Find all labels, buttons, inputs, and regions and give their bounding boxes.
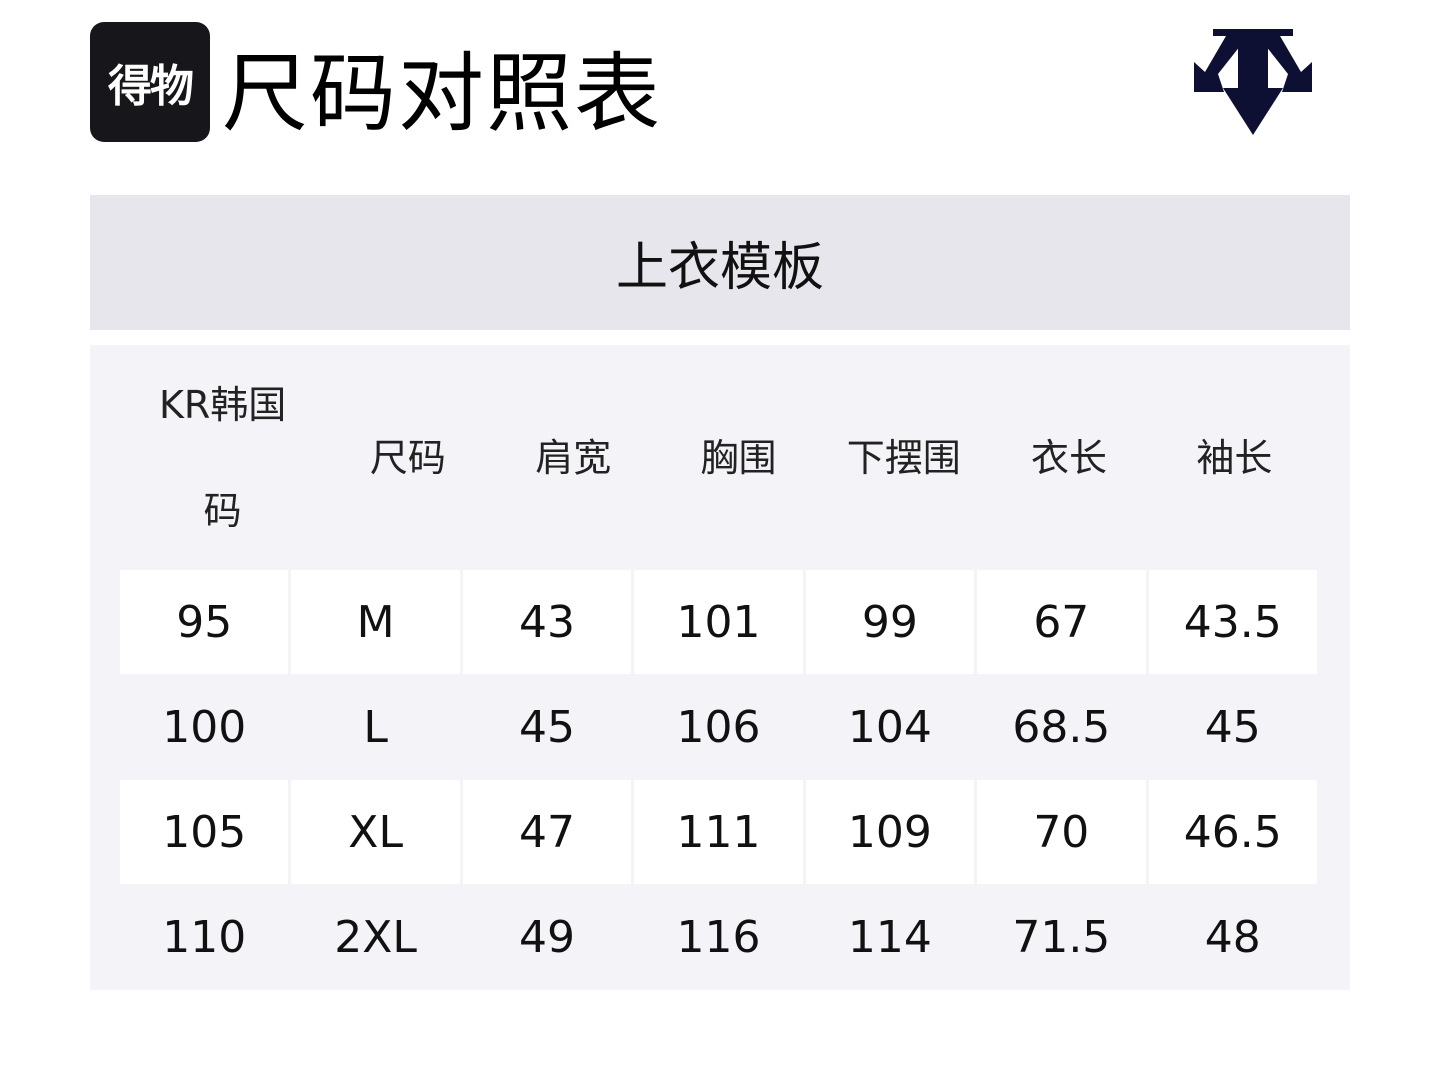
page-title: 尺码对照表 [222, 44, 662, 144]
table-cell: 111 [634, 780, 803, 884]
table-cell: 2XL [334, 911, 417, 963]
dewu-logo: 得物 [90, 22, 210, 142]
table-cell: 70 [977, 780, 1146, 884]
table-cell: 43.5 [1148, 570, 1317, 674]
table-cell: 45 [1204, 701, 1261, 753]
table-cell: 105 [120, 780, 289, 884]
size-table: KR韩国码 尺码 肩宽 胸围 下摆围 衣长 袖长 95 M 43 101 99 … [90, 345, 1350, 990]
table-row: 100 L 45 106 104 68.5 45 [120, 675, 1317, 779]
header-shoulder: 肩宽 [535, 435, 612, 480]
table-cell: 95 [120, 570, 289, 674]
header-sleeve: 袖长 [1196, 435, 1273, 480]
table-header: KR韩国码 尺码 肩宽 胸围 下摆围 衣长 袖长 [120, 345, 1317, 570]
table-cell: M [291, 570, 460, 674]
table-cell: 116 [676, 911, 761, 963]
section-title: 上衣模板 [90, 195, 1350, 330]
table-cell: 45 [519, 701, 576, 753]
table-cell: 49 [519, 911, 576, 963]
table-row: 95 M 43 101 99 67 43.5 [120, 570, 1317, 674]
table-row: 110 2XL 49 116 114 71.5 48 [120, 885, 1317, 989]
table-cell: 67 [977, 570, 1146, 674]
table-cell: 71.5 [1012, 911, 1111, 963]
table-cell: XL [291, 780, 460, 884]
table-cell: 68.5 [1012, 701, 1111, 753]
table-cell: 46.5 [1148, 780, 1317, 884]
table-cell: 114 [847, 911, 932, 963]
table-cell: L [363, 701, 388, 753]
header-chest: 胸围 [700, 435, 777, 480]
table-cell: 104 [847, 701, 932, 753]
header-length: 衣长 [1031, 435, 1108, 480]
table-cell: 100 [162, 701, 247, 753]
table-cell: 110 [162, 911, 247, 963]
table-cell: 43 [462, 570, 632, 674]
table-cell: 47 [462, 780, 632, 884]
table-cell: 101 [634, 570, 803, 674]
header-kr-size: KR韩国码 [158, 382, 287, 533]
table-cell: 48 [1204, 911, 1261, 963]
descente-logo-icon [1194, 29, 1312, 135]
header-hem: 下摆围 [846, 435, 961, 480]
table-cell: 99 [805, 570, 975, 674]
table-cell: 106 [676, 701, 761, 753]
table-row: 105 XL 47 111 109 70 46.5 [120, 780, 1317, 884]
table-cell: 109 [805, 780, 975, 884]
header-size: 尺码 [369, 435, 446, 480]
